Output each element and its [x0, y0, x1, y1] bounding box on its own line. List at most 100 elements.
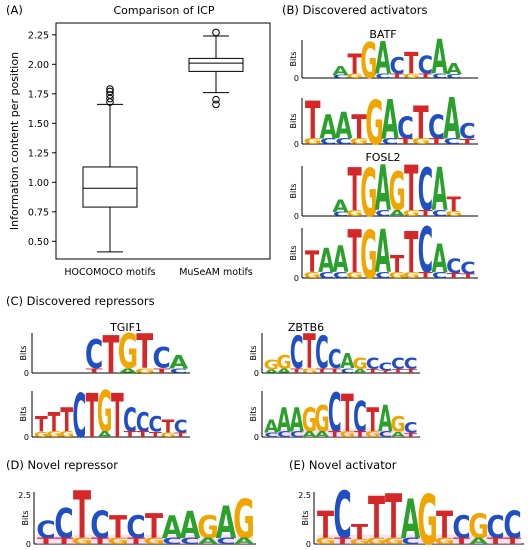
panel-a-label: (A) — [6, 3, 23, 17]
logo-letter-c: C — [290, 328, 304, 380]
logo-letter-t: T — [305, 92, 321, 151]
logo-letter-c: C — [136, 407, 150, 438]
logo-letter-minor: T — [328, 431, 341, 440]
outlier-point — [106, 91, 114, 99]
logo-letter-a: A — [381, 88, 399, 152]
logo-letter-g: G — [264, 358, 279, 373]
logo-letter-minor: T — [504, 537, 521, 547]
logo-letter-minor: C — [382, 137, 399, 146]
logo-letter-t: T — [351, 108, 367, 146]
logo-letter-minor: T — [316, 367, 329, 375]
logo-highlight — [37, 534, 253, 544]
logo-letter-minor: T — [174, 432, 187, 439]
logo-letter-minor: C — [335, 137, 352, 146]
logo-letter-minor: G — [34, 431, 49, 439]
logo-letter-minor: T — [461, 273, 476, 280]
logo-letter-t: T — [404, 220, 418, 285]
logo-letter-t: T — [317, 502, 334, 547]
logo-letter-a: A — [216, 496, 237, 548]
logo-letter-c: C — [378, 361, 392, 373]
outlier-point — [212, 28, 220, 37]
logo-letter-minor: G — [383, 537, 404, 547]
outlier-point — [212, 100, 220, 109]
panel-e-label: (E) Novel activator — [289, 458, 397, 472]
logo-letter-a: A — [375, 152, 391, 224]
logo-letter-a: A — [335, 106, 353, 148]
logo-letter-g: G — [233, 488, 255, 550]
box-iqr — [188, 57, 244, 72]
logo-letter-t: T — [385, 481, 402, 550]
logo-letter-minor: A — [389, 208, 406, 218]
logo-letter-a: A — [432, 30, 448, 86]
logo-letter-a: A — [375, 219, 391, 287]
logo-letter-g: G — [389, 163, 406, 223]
logo-letter-t: T — [366, 402, 379, 440]
logo-letter-c: C — [452, 509, 470, 545]
logo-letter-minor: G — [403, 72, 420, 79]
plot-frame — [55, 22, 271, 260]
logo-letter-minor: C — [277, 431, 291, 440]
logo-letter-a: A — [277, 402, 292, 440]
logo-letter-t: T — [341, 385, 354, 445]
logo-letter-a: A — [446, 61, 462, 78]
x-tick-museam: MuSeAM motifs — [179, 267, 253, 278]
logo-letter-minor: T — [37, 536, 56, 546]
box-iqr — [82, 166, 138, 208]
logo-letter-t: T — [73, 478, 91, 550]
y-tick-label: 2.00 — [28, 60, 49, 71]
logo-letter-t: T — [413, 98, 429, 150]
logo-letter-a: A — [264, 417, 279, 438]
logo-letter-c: C — [72, 382, 86, 452]
logo-letter-t: T — [86, 382, 99, 452]
logo-letter-minor: C — [401, 537, 419, 547]
logo-letter-a: A — [443, 87, 461, 153]
logo-letter-minor: C — [216, 536, 235, 546]
logo-letter-a: A — [432, 157, 448, 225]
logo-y-zero: 0 — [294, 274, 299, 283]
logo-letter-c: C — [90, 503, 109, 547]
logo-bits-label: Bits — [289, 113, 298, 128]
logo-letter-c: C — [126, 509, 145, 545]
logo-letter-minor: T — [86, 367, 104, 375]
logo-letter-c: C — [366, 355, 380, 373]
logo-letter-t: T — [303, 326, 316, 380]
logo-letter-c: C — [174, 417, 188, 438]
logo-letter-t: T — [48, 407, 61, 438]
logo-letter-minor: T — [366, 368, 380, 374]
logo-letter-minor: C — [264, 432, 278, 439]
logo-y-zero: 0 — [24, 433, 29, 442]
logo-letter-minor: C — [290, 431, 304, 440]
logo-letter-minor: T — [290, 367, 303, 375]
logo-letter-c: C — [418, 52, 433, 80]
logo-letter-minor: C — [162, 536, 181, 546]
logo-letter-minor: C — [432, 208, 447, 218]
logo-bits-label: Bits — [301, 510, 310, 525]
logo-letter-a: A — [378, 398, 393, 441]
batf-title: BATF — [369, 28, 396, 41]
logo-letter-minor: T — [136, 431, 149, 440]
logo-letter-t: T — [447, 192, 461, 215]
logo-letter-t: T — [351, 521, 368, 544]
tgif1-title: TGIF1 — [109, 321, 142, 334]
logo-letter-a: A — [340, 349, 355, 373]
logo-bits-label: Bits — [21, 510, 30, 525]
logo-letter-a: A — [180, 503, 201, 547]
y-tick-label: 1.00 — [28, 178, 49, 189]
logo-letter-a: A — [318, 242, 335, 280]
logo-letter-minor: A — [277, 368, 292, 375]
logo-letter-minor: T — [124, 431, 137, 440]
logo-letter-c: C — [397, 111, 414, 146]
logo-letter-minor: A — [469, 537, 489, 547]
logo-letter-minor: G — [350, 137, 369, 146]
logo-letter-c: C — [353, 393, 367, 442]
logo-letter-minor: G — [389, 270, 406, 280]
logo-letter-minor: C — [375, 270, 390, 280]
logo-bits-label: Bits — [289, 51, 298, 66]
logo-letter-minor: G — [160, 432, 175, 439]
y-axis: 0.50 0.75 1.00 1.25 1.50 1.75 2.00 2.25 — [28, 30, 56, 248]
outlier-point — [212, 95, 220, 104]
